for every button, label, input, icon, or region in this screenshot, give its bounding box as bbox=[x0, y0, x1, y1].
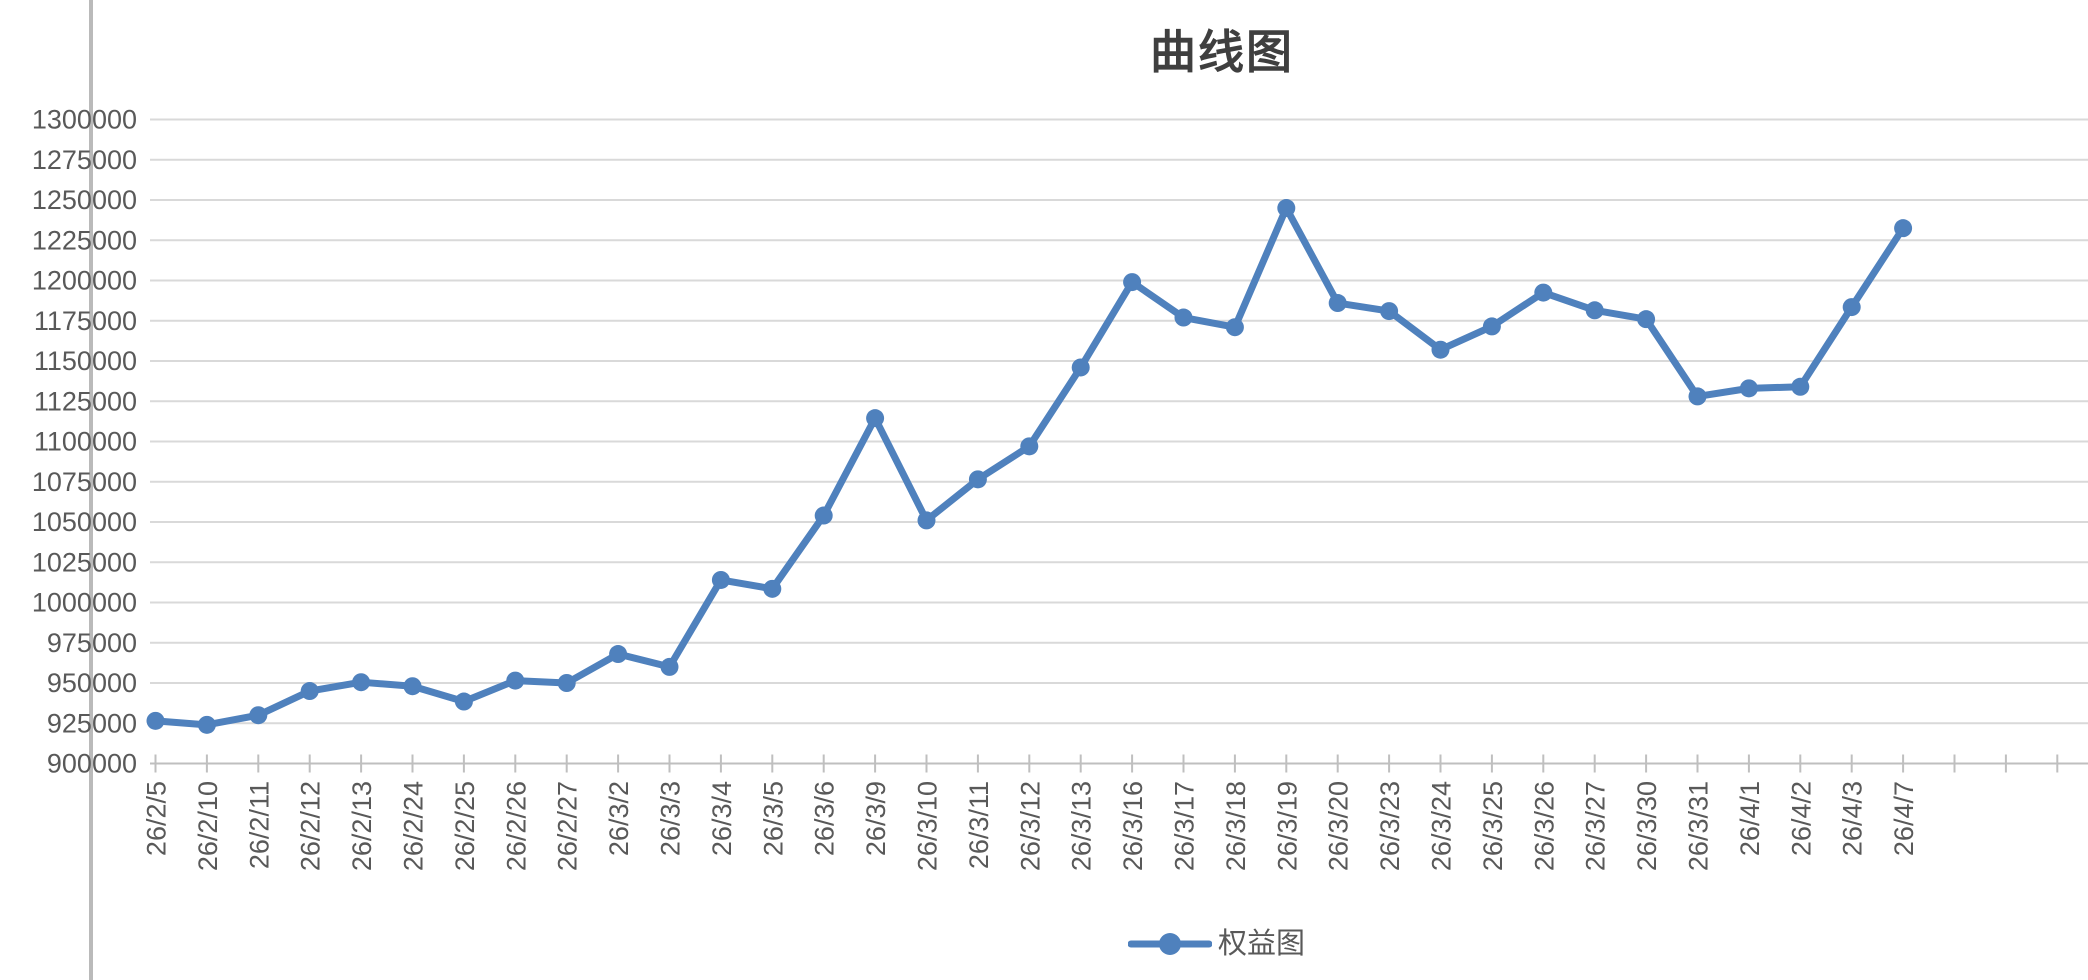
data-point-marker[interactable] bbox=[814, 506, 833, 525]
x-axis-tick-label: 26/2/12 bbox=[296, 781, 326, 871]
data-point-marker[interactable] bbox=[1431, 340, 1450, 359]
data-point-marker[interactable] bbox=[763, 579, 782, 598]
x-axis-tick-label: 26/3/25 bbox=[1478, 781, 1508, 871]
x-axis-tick-label: 26/3/12 bbox=[1015, 781, 1045, 871]
x-axis-tick-label: 26/3/30 bbox=[1632, 781, 1662, 871]
x-axis-tick-label: 26/3/24 bbox=[1427, 781, 1457, 871]
data-point-marker[interactable] bbox=[1894, 219, 1913, 238]
y-axis-tick-label: 1200000 bbox=[32, 266, 137, 296]
y-axis-tick-label: 1000000 bbox=[32, 588, 137, 618]
y-axis-tick-label: 1175000 bbox=[34, 306, 137, 336]
x-axis-tick-label: 26/2/10 bbox=[193, 781, 223, 871]
chart-title[interactable]: 曲线图 bbox=[1150, 26, 1294, 78]
x-axis-tick-label: 26/3/31 bbox=[1684, 781, 1714, 871]
data-point-marker[interactable] bbox=[1123, 273, 1142, 292]
data-point-marker[interactable] bbox=[557, 674, 576, 692]
x-axis-tick-label: 26/4/7 bbox=[1889, 781, 1919, 856]
legend[interactable]: 权益图 bbox=[1128, 924, 1305, 964]
x-axis-tick-label: 26/2/5 bbox=[142, 781, 172, 856]
data-point-marker[interactable] bbox=[352, 673, 371, 692]
x-axis-tick-label: 26/3/18 bbox=[1221, 781, 1251, 871]
data-point-marker[interactable] bbox=[1637, 310, 1656, 329]
y-axis-tick-label: 1300000 bbox=[32, 105, 137, 135]
x-axis-tick-label: 26/3/4 bbox=[707, 781, 737, 856]
x-axis-tick-label: 26/3/6 bbox=[810, 781, 840, 856]
y-axis-tick-label: 1025000 bbox=[32, 547, 137, 577]
data-point-marker[interactable] bbox=[1534, 283, 1553, 302]
y-axis-tick-label: 1150000 bbox=[34, 346, 137, 376]
x-axis-tick-label: 26/2/26 bbox=[501, 781, 531, 871]
x-axis-tick-label: 26/2/13 bbox=[347, 781, 377, 871]
x-axis-tick-label: 26/3/13 bbox=[1067, 781, 1097, 871]
data-point-marker[interactable] bbox=[1739, 379, 1758, 398]
legend-line-marker-icon bbox=[1128, 933, 1212, 955]
x-axis-tick-label: 26/2/11 bbox=[244, 781, 274, 869]
data-point-marker[interactable] bbox=[1791, 377, 1810, 396]
data-point-marker[interactable] bbox=[1071, 358, 1090, 377]
data-point-marker[interactable] bbox=[1020, 437, 1039, 456]
data-point-marker[interactable] bbox=[917, 511, 936, 530]
data-point-marker[interactable] bbox=[506, 671, 525, 690]
y-axis-tick-label: 1075000 bbox=[32, 467, 137, 497]
x-axis-tick-label: 26/3/17 bbox=[1170, 781, 1200, 871]
y-axis-tick-label: 1125000 bbox=[34, 386, 137, 416]
legend-series-label: 权益图 bbox=[1218, 928, 1306, 960]
x-axis-tick-label: 26/2/24 bbox=[399, 781, 429, 871]
pane-divider-line bbox=[89, 0, 93, 980]
data-point-marker[interactable] bbox=[146, 711, 165, 730]
x-axis-tick-label: 26/4/1 bbox=[1735, 781, 1765, 856]
x-axis-tick-label: 26/3/19 bbox=[1272, 781, 1302, 871]
y-axis-tick-label: 925000 bbox=[47, 708, 137, 738]
data-point-marker[interactable] bbox=[197, 715, 216, 734]
data-point-marker[interactable] bbox=[609, 645, 628, 664]
data-point-marker[interactable] bbox=[1174, 308, 1193, 327]
x-axis-tick-label: 26/3/9 bbox=[861, 781, 891, 856]
data-point-marker[interactable] bbox=[1842, 298, 1861, 317]
y-axis-tick-label: 1275000 bbox=[32, 145, 137, 175]
x-axis-tick-label: 26/4/2 bbox=[1786, 781, 1816, 856]
y-axis-tick-label: 975000 bbox=[47, 628, 137, 658]
x-axis-tick-label: 26/3/5 bbox=[758, 781, 788, 856]
data-point-marker[interactable] bbox=[1688, 387, 1707, 406]
x-axis-tick-label: 26/2/27 bbox=[553, 781, 583, 871]
data-point-marker[interactable] bbox=[1482, 317, 1501, 336]
data-point-marker[interactable] bbox=[1380, 302, 1399, 321]
series-line[interactable] bbox=[152, 204, 1907, 729]
data-point-marker[interactable] bbox=[403, 677, 422, 696]
data-point-marker[interactable] bbox=[1277, 199, 1296, 218]
x-axis-tick-label: 26/3/16 bbox=[1118, 781, 1148, 871]
y-axis-tick-label: 1100000 bbox=[34, 427, 137, 457]
y-axis-tick-label: 1050000 bbox=[32, 507, 137, 537]
x-axis-tick-label: 26/3/11 bbox=[964, 781, 994, 869]
x-axis-tick-label: 26/3/3 bbox=[656, 781, 686, 856]
data-point-marker[interactable] bbox=[1225, 318, 1244, 337]
data-point-marker[interactable] bbox=[249, 706, 268, 725]
x-axis-tick-label: 26/2/25 bbox=[450, 781, 480, 871]
y-axis-tick-label: 1225000 bbox=[32, 225, 137, 255]
data-point-marker[interactable] bbox=[1328, 294, 1347, 313]
y-axis-tick-label: 900000 bbox=[47, 749, 137, 779]
y-axis-tick-label: 950000 bbox=[47, 668, 137, 698]
x-axis-tick-label: 26/3/26 bbox=[1529, 781, 1559, 871]
data-point-marker[interactable] bbox=[300, 682, 319, 701]
x-axis-tick-label: 26/4/3 bbox=[1838, 781, 1868, 856]
x-axis-tick-label: 26/3/10 bbox=[913, 781, 943, 871]
data-point-marker[interactable] bbox=[711, 570, 730, 589]
y-axis-tick-label: 1250000 bbox=[32, 185, 137, 215]
x-axis-tick-label: 26/3/2 bbox=[604, 781, 634, 856]
data-point-marker[interactable] bbox=[968, 470, 987, 489]
data-point-marker[interactable] bbox=[454, 692, 473, 711]
x-axis-tick-label: 26/3/23 bbox=[1375, 781, 1405, 871]
data-point-marker[interactable] bbox=[1585, 301, 1604, 320]
data-point-marker[interactable] bbox=[660, 657, 679, 676]
x-axis-tick-label: 26/3/27 bbox=[1581, 781, 1611, 871]
x-axis-tick-label: 26/3/20 bbox=[1324, 781, 1354, 871]
data-point-marker[interactable] bbox=[866, 409, 885, 428]
